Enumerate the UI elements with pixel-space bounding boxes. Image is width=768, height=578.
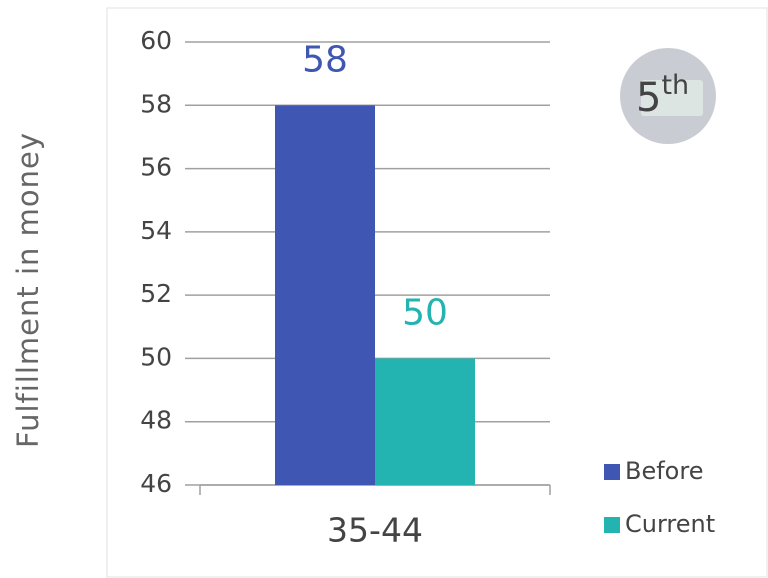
y-tick-label: 46 xyxy=(140,469,172,498)
y-tick-label: 52 xyxy=(140,279,172,308)
legend-label: Current xyxy=(625,510,715,538)
legend-swatch xyxy=(604,517,620,533)
y-axis-label: Fulfillment in money xyxy=(11,132,45,448)
legend-label: Before xyxy=(625,457,703,485)
y-tick-label: 48 xyxy=(140,406,172,435)
badge: 5th xyxy=(636,70,689,122)
y-tick-label: 58 xyxy=(140,89,172,118)
y-tick-label: 50 xyxy=(140,342,172,371)
legend-swatch xyxy=(604,464,620,480)
y-tick-label: 56 xyxy=(140,153,172,182)
y-tick-label: 54 xyxy=(140,216,172,245)
bar xyxy=(275,105,375,486)
data-label: 58 xyxy=(302,39,348,80)
badge-number: 5 xyxy=(636,75,661,121)
y-tick-label: 60 xyxy=(140,26,172,55)
x-tick-label: 35-44 xyxy=(327,511,423,550)
bar xyxy=(375,358,475,485)
money-icon xyxy=(641,80,703,116)
badge-suffix: th xyxy=(661,70,689,101)
data-label: 50 xyxy=(402,292,448,333)
